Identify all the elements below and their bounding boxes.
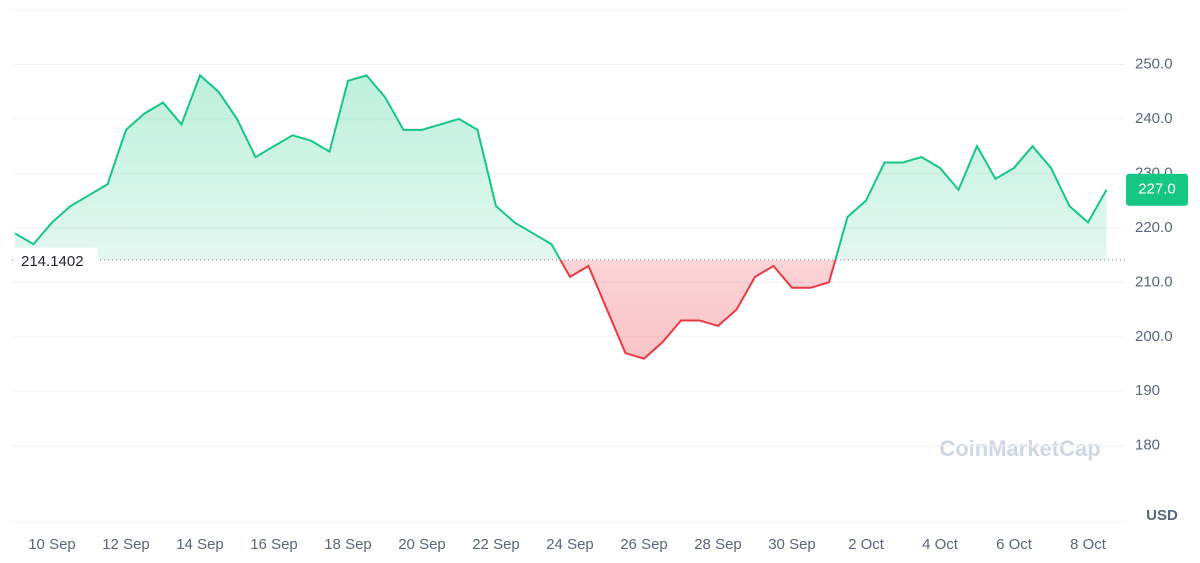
x-tick-label: 2 Oct bbox=[848, 536, 885, 553]
y-tick-label: 240.0 bbox=[1135, 110, 1173, 127]
x-tick-label: 14 Sep bbox=[176, 536, 224, 553]
y-tick-label: 180 bbox=[1135, 437, 1160, 454]
baseline-label-bg bbox=[14, 247, 98, 270]
last-price-box bbox=[1126, 173, 1188, 206]
x-tick-label: 4 Oct bbox=[922, 536, 959, 553]
x-tick-label: 18 Sep bbox=[324, 536, 372, 553]
area-up bbox=[15, 75, 1107, 260]
x-tick-label: 22 Sep bbox=[472, 536, 520, 553]
x-tick-label: 8 Oct bbox=[1070, 536, 1107, 553]
x-tick-label: 20 Sep bbox=[398, 536, 446, 553]
y-tick-label: 210.0 bbox=[1135, 273, 1173, 290]
x-tick-label: 30 Sep bbox=[768, 536, 816, 553]
y-tick-label: 200.0 bbox=[1135, 328, 1173, 345]
currency-label: USD bbox=[1146, 507, 1178, 524]
x-tick-label: 10 Sep bbox=[28, 536, 76, 553]
baseline-label: 214.1402 bbox=[21, 253, 84, 270]
x-tick-label: 28 Sep bbox=[694, 536, 742, 553]
x-tick-label: 16 Sep bbox=[250, 536, 298, 553]
x-tick-label: 24 Sep bbox=[546, 536, 594, 553]
x-tick-label: 6 Oct bbox=[996, 536, 1033, 553]
price-line-down bbox=[559, 259, 837, 360]
x-tick-label: 12 Sep bbox=[102, 536, 150, 553]
last-price-label: 227.0 bbox=[1138, 181, 1176, 198]
y-tick-label: 250.0 bbox=[1135, 55, 1173, 72]
y-tick-label: 190 bbox=[1135, 382, 1160, 399]
y-tick-label: 220.0 bbox=[1135, 219, 1173, 236]
x-tick-label: 26 Sep bbox=[620, 536, 668, 553]
price-line-up bbox=[14, 73, 1108, 260]
watermark: CoinMarketCap bbox=[939, 436, 1100, 461]
